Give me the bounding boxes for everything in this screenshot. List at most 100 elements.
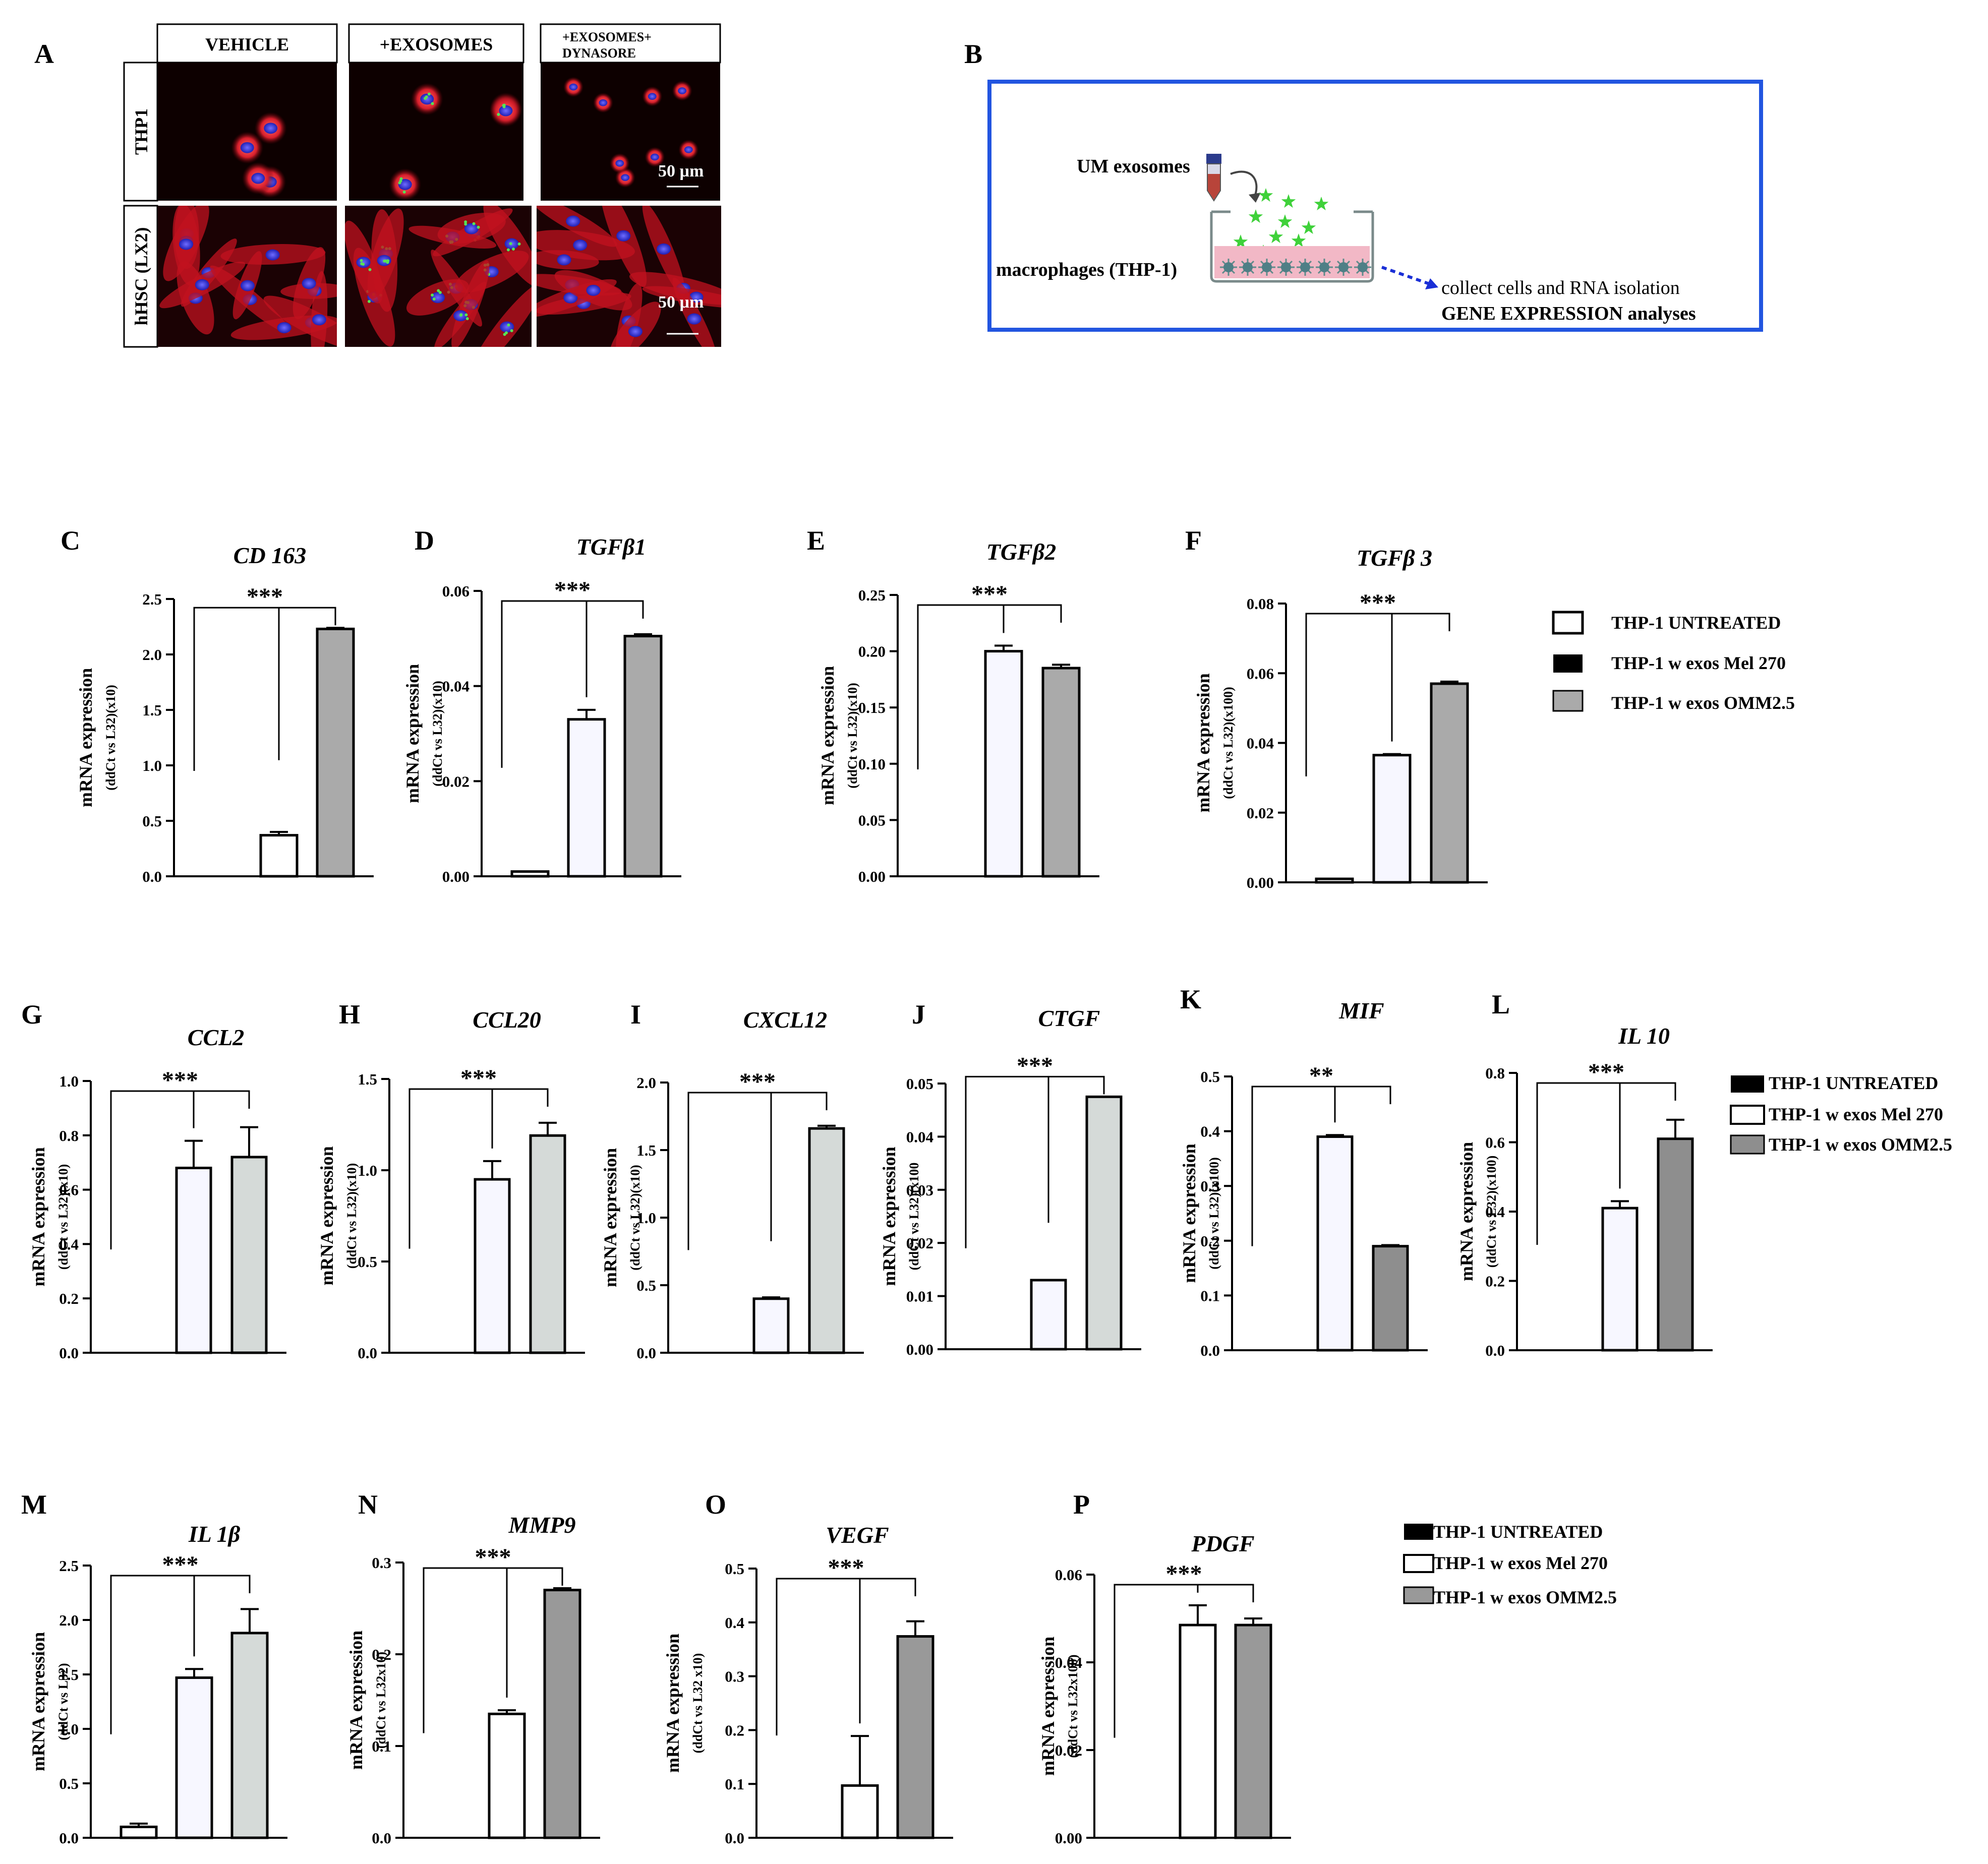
y-tick-label: 0.0 (636, 1344, 656, 1362)
y-axis-label: mRNA expression (1193, 673, 1213, 812)
y-tick-label: 0.0 (59, 1829, 79, 1847)
chart-o: O VEGF mRNA expression (ddCt vs L32 x10) 0.0… (663, 1489, 953, 1847)
chart-title: TGFβ2 (986, 539, 1057, 565)
legend-entry: THP-1 w exos Mel 270 (1611, 653, 1786, 673)
significance-marker: *** (475, 1544, 511, 1571)
y-tick-label: 0.1 (1200, 1287, 1220, 1304)
panel-a: A VEHICLE +EXOSOMES +EXOSOMES+ DYNASORE … (34, 23, 721, 348)
bar (120, 1825, 158, 1839)
exosome-particle-icon (1248, 209, 1263, 223)
column-header-exosomes: +EXOSOMES (380, 34, 493, 54)
chart-title: IL 10 (1618, 1023, 1670, 1049)
chart-title: CD 163 (233, 543, 306, 568)
y-tick-label: 0.05 (906, 1075, 933, 1093)
panel-label: M (21, 1489, 47, 1520)
y-axis-label: mRNA expression (1038, 1637, 1058, 1776)
significance-bracket (1251, 1086, 1391, 1246)
y-tick-label: 0.6 (59, 1181, 79, 1199)
y-tick-label: 0.03 (906, 1181, 933, 1199)
legend-swatch-mel270 (1730, 1105, 1765, 1125)
y-tick-label: 0.02 (1247, 804, 1274, 822)
bar-charts: C CD 163 mRNA expression (ddCt vs L32)(x10)… (21, 525, 1713, 1847)
exosome-tube-icon (1206, 154, 1221, 202)
y-tick-label: 1.0 (142, 757, 162, 774)
chart-title: TGFβ1 (576, 534, 647, 560)
bar (1372, 754, 1412, 884)
y-tick-label: 0.08 (1247, 595, 1274, 613)
y-tick-label: 0.00 (1247, 874, 1274, 891)
legend-entry: THP-1 UNTREATED (1433, 1522, 1603, 1542)
y-tick-label: 0.8 (59, 1127, 79, 1145)
chart-title: VEGF (826, 1522, 889, 1548)
panel-label: E (807, 525, 825, 556)
bar (1430, 682, 1469, 884)
legend-swatch-mel270 (1403, 1554, 1434, 1573)
y-tick-label: 0.02 (1055, 1741, 1082, 1759)
significance-bracket (917, 604, 1062, 769)
y-axis-label: mRNA expression (600, 1148, 620, 1287)
bar (259, 834, 299, 878)
chart-title: CXCL12 (743, 1007, 827, 1033)
column-header-dynasore: DYNASORE (562, 46, 636, 61)
y-axis-label-units: (ddCt vs L32x10) (374, 1652, 388, 1749)
microscopy-tile (157, 206, 337, 347)
y-axis-label: mRNA expression (346, 1631, 366, 1770)
chart-f: F TGFβ 3 mRNA expression (ddCt vs L32)(x100… (1185, 525, 1488, 891)
y-axis-label-units: (ddCt vs L32)(x10) (628, 1165, 642, 1270)
legend-entry: THP-1 UNTREATED (1769, 1073, 1938, 1093)
y-axis-label: mRNA expression (663, 1634, 683, 1773)
macrophage-cell-icon (1297, 259, 1314, 276)
y-axis-label-units: (ddCt vs L32)(x10) (344, 1163, 359, 1269)
y-tick-label: 0.06 (1055, 1566, 1082, 1584)
y-tick-label: 0.02 (906, 1234, 933, 1252)
y-tick-label: 0.5 (142, 812, 162, 830)
y-axis-label: mRNA expression (402, 664, 423, 803)
significance-bracket (687, 1092, 828, 1250)
y-axis-label: mRNA expression (28, 1632, 48, 1771)
y-axis-label: mRNA expression (317, 1146, 337, 1285)
bar (474, 1178, 511, 1354)
macrophage-cell-icon (1335, 259, 1352, 276)
bar (896, 1635, 934, 1839)
significance-marker: *** (1017, 1052, 1053, 1079)
y-tick-label: 0.02 (442, 772, 470, 790)
legend-bottom: THP-1 UNTREATED THP-1 w exos Mel 270 THP… (1403, 1522, 1617, 1607)
legend-swatch-omm25 (1552, 690, 1584, 712)
bar (623, 635, 663, 878)
panel-label: N (358, 1489, 378, 1520)
legend-swatch-untreated (1552, 611, 1584, 635)
y-tick-label: 0.1 (372, 1737, 391, 1755)
bar (230, 1156, 268, 1354)
macrophage-cell-icon (1239, 259, 1256, 276)
microscopy-tile (345, 206, 532, 347)
legend-entry: THP-1 w exos Mel 270 (1769, 1104, 1943, 1124)
macrophage-cell-icon (1258, 259, 1275, 276)
chart-title: TGFβ 3 (1357, 545, 1432, 571)
bar (529, 1134, 566, 1354)
scale-bar-label: 50 µm (658, 293, 704, 312)
significance-bracket (110, 1090, 250, 1250)
y-tick-label: 1.0 (636, 1209, 656, 1227)
column-header-box (156, 23, 338, 64)
y-tick-label: 0.2 (1485, 1273, 1505, 1290)
bar (510, 870, 550, 878)
exosome-particle-icon (1233, 234, 1248, 249)
y-tick-label: 0.4 (725, 1614, 744, 1632)
schematic-frame (987, 80, 1763, 332)
panel-label: O (705, 1489, 726, 1520)
row-header-box (123, 205, 158, 348)
y-tick-label: 0.3 (725, 1668, 744, 1686)
bar (1041, 667, 1081, 878)
flow-arrowhead-icon (1425, 278, 1438, 289)
significance-marker: *** (162, 1551, 199, 1578)
panel-label: F (1185, 525, 1202, 556)
y-tick-label: 2.0 (59, 1611, 79, 1629)
y-tick-label: 0.04 (442, 678, 470, 695)
y-tick-label: 0.04 (906, 1128, 933, 1146)
bar (808, 1127, 845, 1354)
bar (488, 1712, 526, 1839)
bar (752, 1297, 790, 1354)
y-tick-label: 0.0 (358, 1344, 377, 1362)
